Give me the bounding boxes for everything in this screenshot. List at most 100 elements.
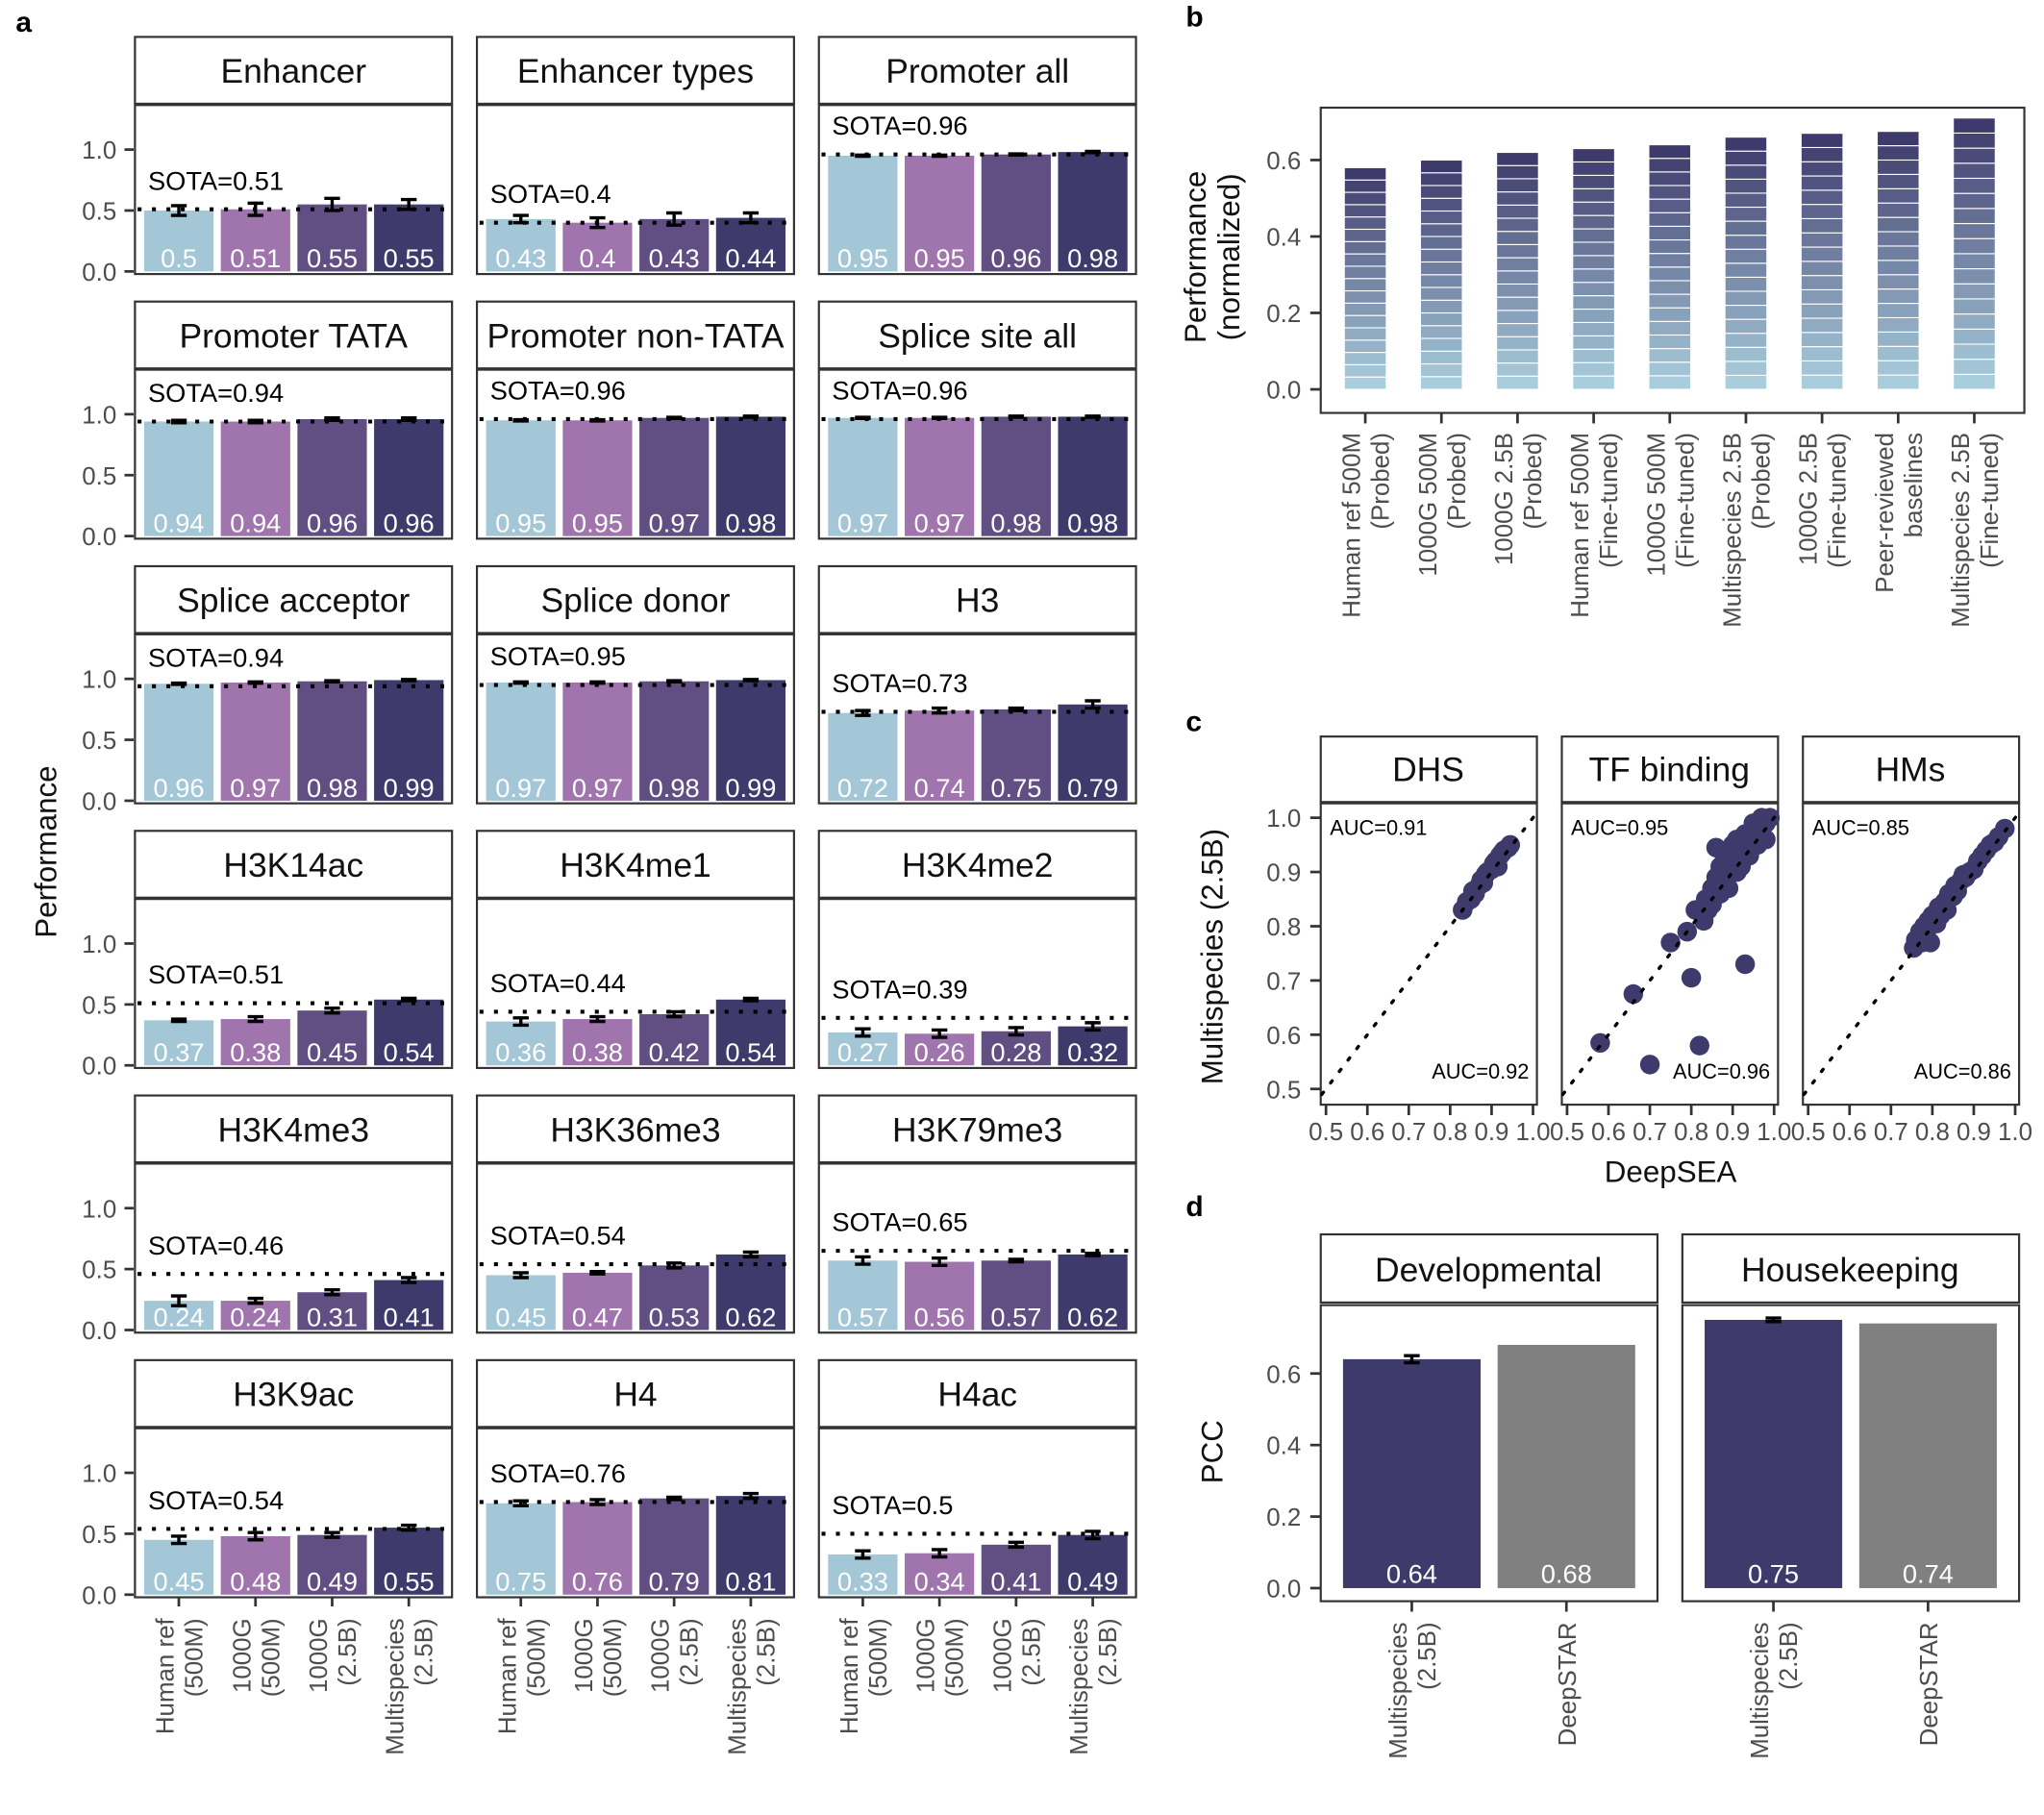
stacked-bar-segment [1496,243,1539,259]
y-tick-label: 0.9 [1266,860,1301,887]
stacked-bar-segment [1572,174,1615,189]
bar [715,1496,786,1595]
stacked-bar-segment [1572,361,1615,377]
facet-title: H3 [956,582,999,620]
facet-title: H4 [613,1376,657,1414]
bar [905,1553,975,1595]
bar-value-label: 0.57 [837,1302,888,1331]
stacked-bar-segment [1496,362,1539,377]
bar-value-label: 0.81 [725,1567,776,1597]
y-tick-label: 0.7 [1266,968,1301,995]
stacked-bar-segment [1953,253,1996,270]
bar-value-label: 0.54 [384,1037,435,1067]
y-tick-label: 0.0 [82,260,116,286]
x-tick-label: 1000G 500M [1643,433,1670,577]
x-tick-label: Human ref [494,1618,521,1735]
x-tick-label: 0.7 [1633,1119,1667,1146]
stacked-bar-segment [1343,216,1387,231]
stacked-bar-segment [1724,220,1768,236]
bar [1058,1534,1128,1595]
stacked-bar-segment [1648,238,1692,255]
bar [828,417,898,536]
x-tick-label: Multispecies 2.5B [1948,433,1975,628]
y-tick-label: 0.0 [1266,1577,1301,1604]
bar [981,1260,1051,1330]
stacked-bar-segment [1876,159,1920,175]
scatter-point [1660,932,1681,953]
stacked-bar-segment [1648,158,1692,173]
stacked-bar-segment [1953,328,1996,345]
facet-strip [817,1094,1137,1164]
stacked-bar-segment [1800,246,1844,262]
stacked-bar-segment [1648,334,1692,350]
bar-value-label: 0.74 [914,773,965,803]
stacked-bar-segment [1648,361,1692,377]
stacked-bar-segment [1724,318,1768,335]
bar [297,1534,367,1595]
bar-value-label: 0.45 [154,1567,205,1597]
bar [639,417,710,536]
stacked-bar-segment [1419,350,1463,365]
x-tick-label: Peer-reviewed [1872,433,1899,593]
x-tick-label: 0.8 [1674,1119,1708,1146]
x-tick-label: 0.9 [1474,1119,1508,1146]
stacked-bar-segment [1876,145,1920,162]
bar [981,154,1051,272]
bar [1342,1358,1481,1588]
facet-strip [475,36,795,105]
stacked-bar-segment [1648,280,1692,295]
stacked-bar-segment [1572,161,1615,176]
facet-strip [134,830,454,899]
bar-value-label: 0.68 [1541,1559,1592,1589]
x-tick-label: 1000G [648,1618,675,1693]
stacked-bar-segment [1800,317,1844,334]
stacked-bar-segment [1572,321,1615,336]
bar-value-label: 0.41 [990,1567,1041,1597]
stacked-bar-segment [1572,187,1615,203]
x-tick-label: (Fine-tuned) [1977,433,2004,568]
x-tick-label: 1000G [306,1618,333,1693]
bar [374,999,444,1066]
stacked-bar-segment [1800,346,1844,361]
panel-d-y-title: PCC [1196,1420,1230,1483]
sota-label: SOTA=0.76 [490,1458,626,1488]
bar-value-label: 0.96 [384,509,435,538]
stacked-bar-segment [1496,349,1539,364]
facet-strip [817,1358,1137,1429]
facet-strip [1681,1232,2021,1304]
stacked-bar-segment [1876,216,1920,233]
bar [562,1502,633,1595]
y-tick-label: 1.0 [1266,806,1301,833]
stacked-bar-segment [1800,217,1844,234]
bar-value-label: 0.96 [990,243,1041,273]
x-tick-label: 0.8 [1433,1119,1467,1146]
bar-value-label: 0.47 [572,1302,623,1331]
bar [639,1498,710,1595]
y-tick-label: 0.5 [1266,1077,1301,1104]
scatter-point [1639,1055,1660,1075]
bar-value-label: 0.51 [230,243,281,273]
facet-title: H3K4me1 [560,846,711,884]
bar-value-label: 0.49 [1067,1567,1118,1597]
x-tick-label: (2.5B) [411,1618,438,1685]
bar [486,1503,556,1595]
bar [374,680,444,801]
stacked-bar-segment [1343,289,1387,304]
stacked-bar-segment [1800,288,1844,305]
stacked-bar-segment [1724,206,1768,222]
facet-strip [817,830,1137,899]
stacked-bar-segment [1572,268,1615,284]
bar-value-label: 0.99 [384,773,435,803]
stacked-bar-segment [1572,348,1615,363]
bar-value-label: 0.32 [1067,1037,1118,1067]
x-tick-label: 1000G 2.5B [1796,433,1823,565]
bar-value-label: 0.43 [649,243,700,273]
bar [905,710,975,801]
stacked-bar-segment [1724,290,1768,307]
x-tick-label: (2.5B) [677,1618,704,1685]
facet-title: Promoter non-TATA [486,316,784,355]
stacked-bar-segment [1419,274,1463,288]
stacked-bar-segment [1648,320,1692,336]
stacked-bar-segment [1419,286,1463,301]
